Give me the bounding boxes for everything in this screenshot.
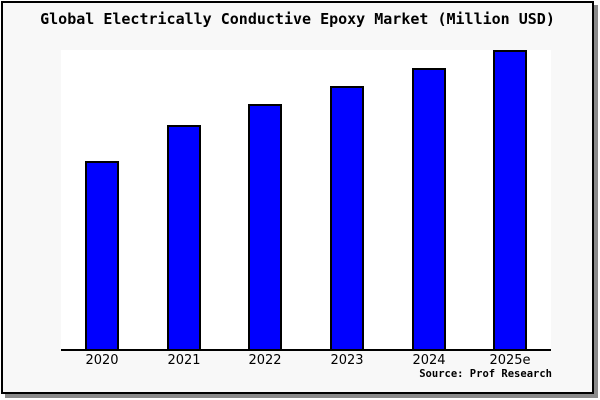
bar-2021 — [167, 125, 201, 349]
x-tick-2021: 2021 — [167, 353, 201, 368]
chart-title: Global Electrically Conductive Epoxy Mar… — [40, 10, 555, 28]
x-tick-2025e: 2025e — [489, 353, 531, 368]
chart-canvas: Global Electrically Conductive Epoxy Mar… — [3, 3, 592, 392]
x-tick-2022: 2022 — [248, 353, 282, 368]
bar-2023 — [330, 86, 364, 349]
chart-frame: Global Electrically Conductive Epoxy Mar… — [1, 1, 594, 394]
x-tick-2024: 2024 — [412, 353, 446, 368]
plot-area — [61, 50, 551, 351]
x-tick-2020: 2020 — [85, 353, 119, 368]
x-tick-2023: 2023 — [330, 353, 364, 368]
bar-2022 — [248, 104, 282, 349]
source-credit: Source: Prof Research — [419, 368, 552, 380]
bar-2020 — [85, 161, 119, 349]
bar-2025e — [493, 50, 527, 349]
bar-2024 — [412, 68, 446, 349]
